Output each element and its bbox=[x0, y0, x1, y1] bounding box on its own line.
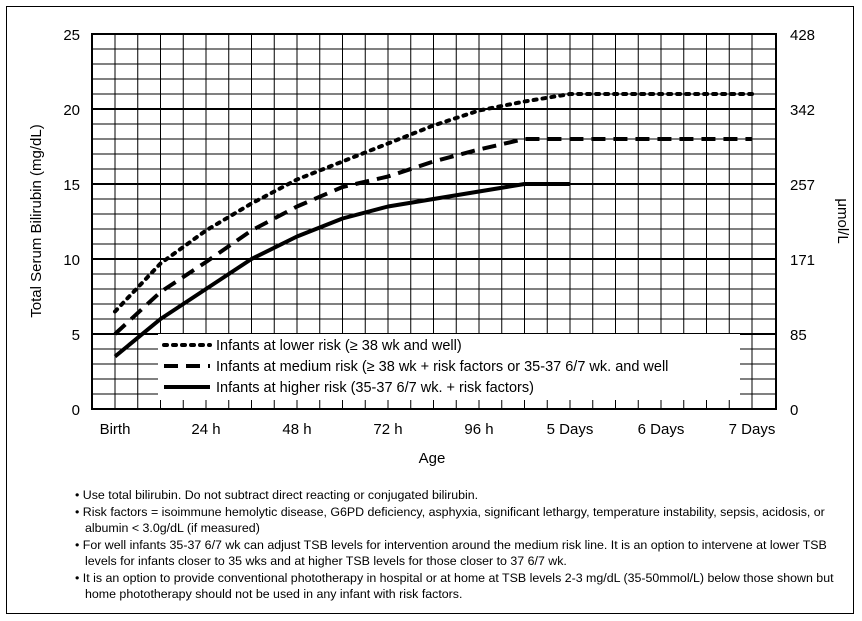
x-tick-label: 5 Days bbox=[547, 421, 594, 438]
note-phototherapy: • It is an option to provide conventiona… bbox=[75, 570, 834, 602]
x-tick-label: 72 h bbox=[373, 421, 402, 438]
y-tick-label: 10 bbox=[63, 252, 80, 269]
legend-label-higher-risk: Infants at higher risk (35-37 6/7 wk. + … bbox=[216, 380, 534, 396]
y2-tick-label: 0 bbox=[790, 402, 798, 419]
series-line-lower-risk bbox=[113, 92, 754, 314]
y-tick-label: 0 bbox=[72, 402, 80, 419]
legend-label-medium-risk: Infants at medium risk (≥ 38 wk + risk f… bbox=[216, 359, 668, 375]
legend-box bbox=[158, 334, 740, 400]
y-tick-label: 20 bbox=[63, 102, 80, 119]
y-tick-label: 25 bbox=[63, 27, 80, 44]
note-risk-factors: • Risk factors = isoimmune hemolytic dis… bbox=[75, 504, 825, 536]
x-tick-label: 96 h bbox=[464, 421, 493, 438]
y2-tick-label: 428 bbox=[790, 27, 815, 44]
x-tick-label: 7 Days bbox=[729, 421, 776, 438]
y2-tick-label: 171 bbox=[790, 252, 815, 269]
y-axis-label: Total Serum Bilirubin (mg/dL) bbox=[28, 124, 45, 317]
figure-frame bbox=[6, 6, 854, 614]
y-tick-label: 15 bbox=[63, 177, 80, 194]
x-tick-label: 24 h bbox=[191, 421, 220, 438]
series-line-medium-risk bbox=[113, 137, 752, 336]
x-tick-label: 48 h bbox=[282, 421, 311, 438]
note-well-infants: • For well infants 35-37 6/7 wk can adju… bbox=[75, 537, 827, 569]
x-tick-label: Birth bbox=[100, 421, 131, 438]
x-tick-label: 6 Days bbox=[638, 421, 685, 438]
plot-border bbox=[91, 33, 777, 410]
y-tick-label: 5 bbox=[72, 327, 80, 344]
note-total-bilirubin: • Use total bilirubin. Do not subtract d… bbox=[75, 488, 479, 502]
y2-tick-label: 257 bbox=[790, 177, 815, 194]
notes: • Use total bilirubin. Do not subtract d… bbox=[75, 487, 835, 603]
x-axis-label: Age bbox=[419, 450, 446, 467]
y2-axis-label: μmol/L bbox=[834, 198, 851, 243]
y2-tick-label: 342 bbox=[790, 102, 815, 119]
series-line-higher-risk bbox=[113, 182, 570, 359]
bilirubin-chart: 0 5 10 15 20 25 0 85 171 257 342 428 Birth 24 h 48 h 72… bbox=[28, 27, 851, 467]
legend-label-lower-risk: Infants at lower risk (≥ 38 wk and well) bbox=[216, 338, 462, 354]
y2-tick-label: 85 bbox=[790, 327, 807, 344]
